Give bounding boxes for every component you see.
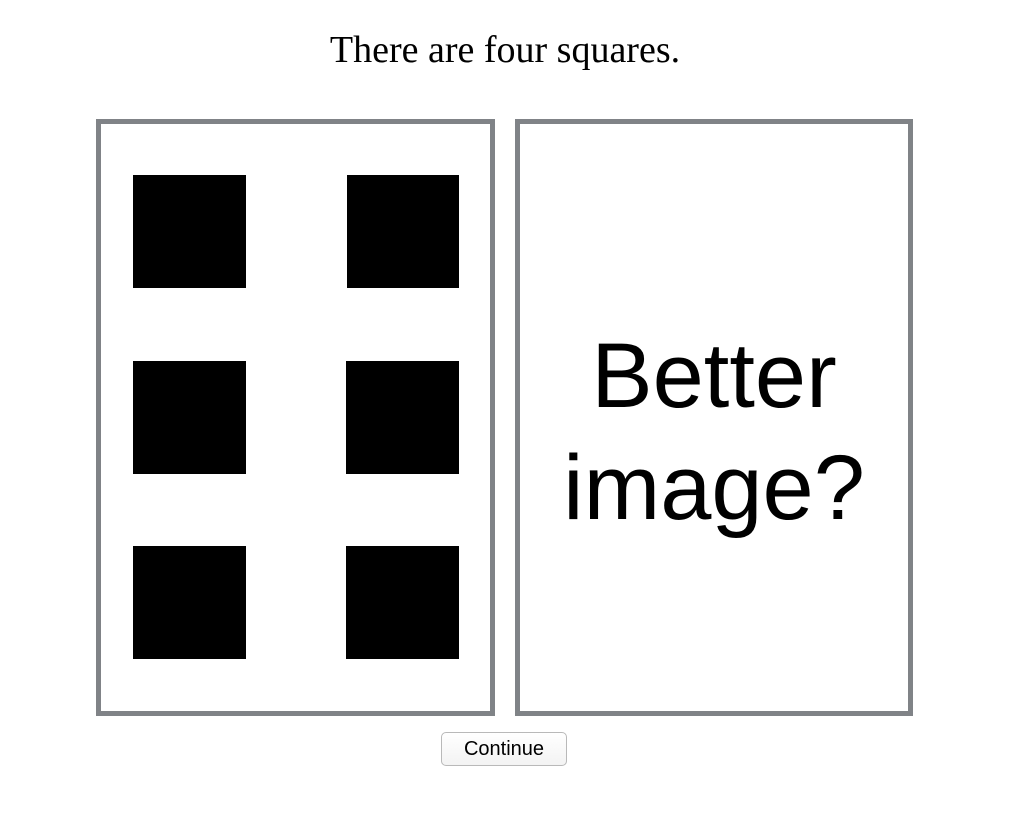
prompt-text: There are four squares.	[329, 29, 681, 71]
black-square	[133, 361, 246, 474]
black-square	[133, 546, 246, 659]
image-option-left[interactable]	[96, 119, 495, 716]
better-image-line-1: Better	[591, 325, 837, 427]
black-square	[347, 175, 459, 288]
black-square	[346, 546, 459, 659]
continue-button[interactable]: Continue	[441, 732, 567, 766]
better-image-line-2: image?	[563, 437, 865, 539]
image-option-right[interactable]: Better image?	[515, 119, 913, 716]
black-square	[346, 361, 459, 474]
better-image-text: Better image?	[520, 320, 908, 544]
black-square	[133, 175, 246, 288]
